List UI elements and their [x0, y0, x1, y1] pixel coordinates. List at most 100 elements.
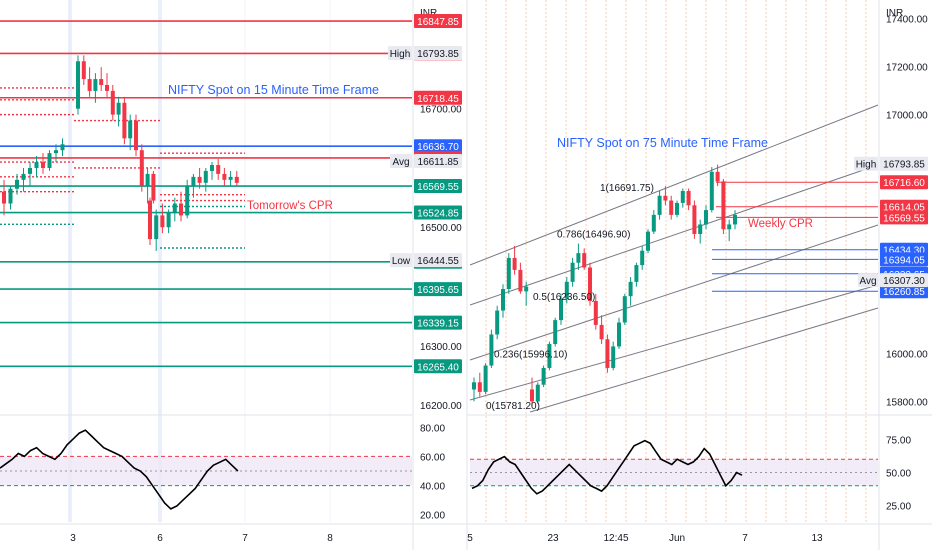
right-time-tick: Jun — [669, 533, 685, 544]
right-chart-title: NIFTY Spot on 75 Minute Time Frame — [557, 136, 768, 150]
left-level-badge-bg — [414, 205, 462, 220]
left-candle-body — [166, 212, 171, 228]
left-candle-body — [172, 203, 177, 213]
left-candle-body — [216, 165, 221, 174]
right-level-badge: 16614.05 — [883, 203, 925, 214]
right-candle-body — [553, 320, 558, 345]
right-marker-tag-bg — [858, 273, 878, 288]
right-candle-body — [733, 214, 737, 225]
left-level-badge: 16847.85 — [417, 17, 459, 28]
left-candle-body — [185, 185, 190, 216]
right-time-tick: 13 — [811, 533, 823, 544]
right-level-badge: 16394.05 — [883, 255, 925, 266]
left-candle-body — [87, 79, 92, 91]
left-candle-body — [2, 191, 6, 204]
right-candle-body — [680, 190, 685, 203]
right-candle-body — [582, 253, 587, 268]
right-candle-body — [524, 286, 529, 292]
left-level-badge-bg — [414, 282, 462, 297]
left-marker-value: 16611.85 — [418, 157, 459, 168]
right-candle-body — [588, 267, 592, 301]
right-cpr-annotation: Weekly CPR — [748, 218, 813, 230]
right-candle-body — [651, 214, 656, 232]
left-marker-tag-bg — [388, 46, 412, 61]
right-price-tick: 15800.00 — [886, 397, 928, 408]
right-candle-body — [593, 300, 598, 325]
left-candle-body — [151, 173, 156, 201]
left-price-tick: 16500.00 — [420, 223, 462, 234]
right-candle-body — [570, 262, 575, 282]
left-level-badge: 16524.85 — [417, 209, 459, 220]
left-level-badge: 16718.45 — [417, 94, 459, 105]
left-candle-body — [60, 144, 65, 151]
left-candle-body — [179, 203, 183, 216]
right-candle-body — [547, 344, 552, 368]
left-osc-tick: 80.00 — [420, 423, 445, 434]
left-osc-tick: 20.00 — [420, 511, 445, 522]
left-marker-value: 16444.55 — [417, 256, 459, 267]
right-candle-body — [564, 281, 569, 299]
left-candle-body — [154, 215, 159, 240]
left-marker-value-bg — [414, 46, 462, 61]
right-candle-body — [634, 265, 639, 282]
right-candle-body — [704, 210, 708, 225]
left-level-badge: 16569.55 — [417, 182, 459, 193]
left-time-tick: 8 — [327, 533, 333, 544]
left-time-tick: 7 — [242, 533, 248, 544]
right-candle-body — [506, 257, 511, 290]
left-candle-body — [145, 173, 150, 186]
left-level-badge: 16636.70 — [417, 142, 459, 153]
right-candle-body — [611, 346, 616, 368]
right-level-badge: 16569.55 — [883, 213, 925, 224]
left-candle-body — [41, 162, 45, 168]
left-candle-body — [122, 102, 127, 139]
right-level-badge-bg — [880, 210, 928, 225]
left-price-tick: 16700.00 — [420, 105, 462, 116]
right-fib-label: 0.236(15996.10) — [494, 350, 567, 361]
left-level-badge: 16265.40 — [417, 362, 459, 373]
left-candle-body — [76, 61, 80, 109]
right-channel-line — [469, 104, 879, 266]
right-time-tick: 12:45 — [603, 533, 628, 544]
left-candle-body — [81, 61, 86, 80]
left-currency-label: INR — [420, 8, 437, 19]
right-osc-tick: 75.00 — [886, 435, 911, 446]
left-candle-body — [54, 150, 58, 154]
left-oscillator-pane: 80.00 60.00 40.00 20.00 3 6 7 8 — [0, 414, 932, 544]
right-oscillator-pane: 75.00 50.00 25.00 5 23 12:45 Jun 7 13 — [467, 414, 932, 544]
right-candle-body — [495, 310, 500, 335]
left-candle-body — [139, 150, 144, 186]
left-osc-tick: 60.00 — [420, 452, 445, 463]
right-candle-body — [576, 253, 581, 263]
right-candle-body — [698, 224, 703, 235]
right-time-tick: 5 — [467, 533, 473, 544]
right-price-tick: 17000.00 — [886, 110, 928, 121]
left-candle-body — [234, 176, 239, 183]
left-marker-tag: High — [390, 49, 411, 60]
right-candle-body — [628, 281, 633, 297]
right-time-tick: 7 — [742, 533, 748, 544]
right-candle-body — [559, 298, 563, 321]
right-channel-line — [469, 164, 879, 306]
right-level-badge-bg — [880, 252, 928, 267]
right-fib-label: 1(16691.75) — [600, 183, 654, 194]
left-candle-body — [99, 79, 104, 85]
right-candle-body — [675, 202, 679, 215]
right-candle-body — [657, 195, 662, 215]
right-candle-body — [686, 190, 691, 206]
left-candle-body — [148, 200, 152, 240]
right-price-tick: 17200.00 — [886, 63, 928, 74]
left-candle-body — [110, 90, 115, 115]
right-price-pane: 1(16691.75) 0.786(16496.90) 0.5(16236.50) 0… — [466, 0, 928, 550]
right-level-badge: 16716.60 — [883, 178, 925, 189]
left-candle-body — [222, 173, 227, 180]
right-marker-value: 16793.85 — [883, 160, 925, 171]
left-candle-body — [21, 173, 26, 180]
right-marker-value: 16307.30 — [883, 276, 925, 287]
right-candle-body — [535, 384, 540, 402]
right-candle-body — [501, 289, 505, 311]
left-candle-body — [34, 162, 39, 168]
left-candle-body — [28, 167, 32, 174]
right-level-badge-bg — [880, 284, 928, 299]
left-marker-value-bg — [414, 153, 462, 168]
